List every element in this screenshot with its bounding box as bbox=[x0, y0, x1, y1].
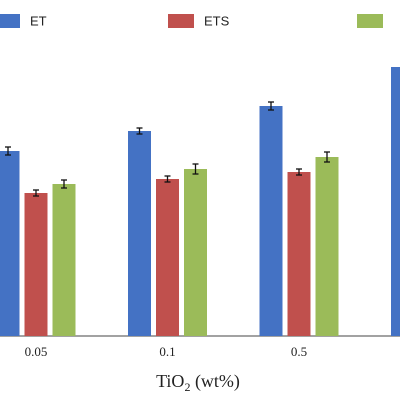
bar bbox=[184, 169, 207, 336]
legend-label: ET bbox=[30, 13, 47, 28]
bar bbox=[24, 193, 48, 336]
x-title-part: TiO bbox=[156, 371, 184, 391]
bar bbox=[259, 106, 283, 336]
error-bar bbox=[61, 179, 67, 189]
bar bbox=[52, 184, 76, 336]
legend-swatch bbox=[0, 14, 20, 28]
bar bbox=[0, 151, 20, 336]
bar bbox=[156, 179, 179, 336]
error-bar bbox=[5, 146, 11, 156]
legend-swatch bbox=[168, 14, 194, 28]
x-title-sub: 2 bbox=[184, 380, 190, 394]
error-bar bbox=[164, 175, 171, 183]
x-tick-label: 0.05 bbox=[25, 344, 48, 359]
error-bar bbox=[268, 101, 274, 111]
error-bar bbox=[296, 168, 302, 176]
error-bar bbox=[324, 151, 330, 163]
x-tick-label: 0.1 bbox=[159, 344, 175, 359]
error-bar bbox=[192, 163, 199, 175]
bar bbox=[128, 131, 151, 336]
error-bar bbox=[33, 189, 39, 197]
x-axis-title: TiO2 (wt%) bbox=[156, 371, 240, 394]
bar bbox=[391, 67, 400, 336]
bar bbox=[287, 172, 311, 336]
legend-swatch bbox=[357, 14, 383, 28]
x-title-part: (wt%) bbox=[190, 371, 239, 392]
legend-label: ETS bbox=[204, 13, 230, 28]
error-bar bbox=[136, 127, 143, 135]
bar bbox=[315, 157, 339, 336]
x-tick-label: 0.5 bbox=[291, 344, 307, 359]
